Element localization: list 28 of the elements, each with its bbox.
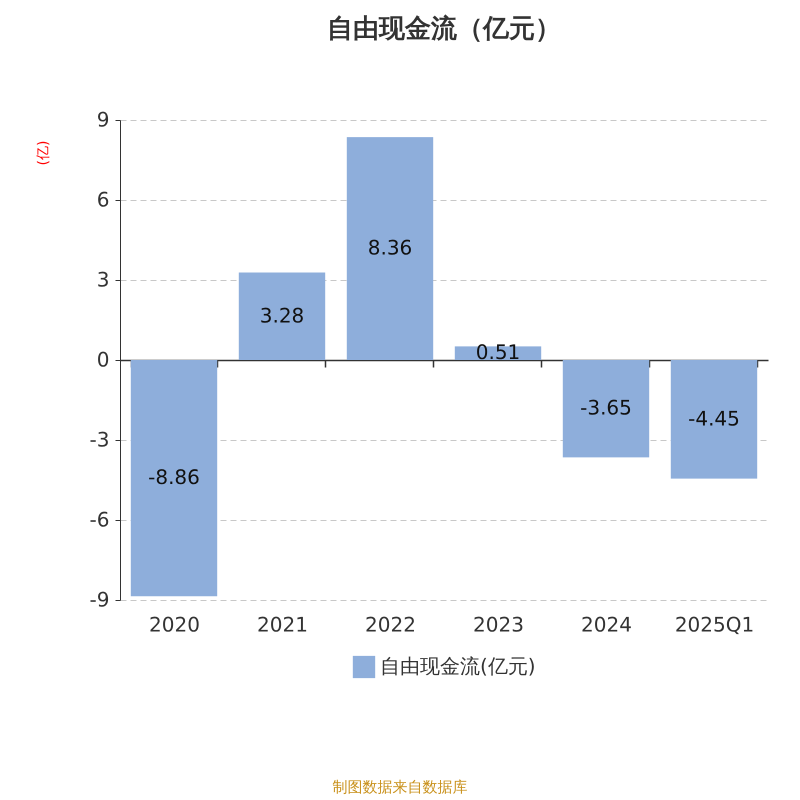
bar <box>346 137 434 360</box>
data-label: -8.86 <box>148 465 200 490</box>
bar <box>130 360 218 596</box>
bar <box>670 360 758 479</box>
x-tick-label: 2022 <box>365 612 416 636</box>
x-tick-label: 2020 <box>149 612 200 636</box>
x-tick-label: 2025Q1 <box>674 612 754 636</box>
x-tick-label: 2024 <box>581 612 632 636</box>
x-tick-label: 2021 <box>257 612 308 636</box>
y-axis-title: (亿) <box>36 140 52 166</box>
y-tick-label: 3 <box>96 268 110 292</box>
data-label: 0.51 <box>476 340 520 364</box>
bar <box>238 272 326 360</box>
data-label: -4.45 <box>688 406 740 430</box>
y-tick-label: -3 <box>90 428 110 452</box>
legend-label: 自由现金流(亿元) <box>380 654 536 678</box>
y-tick-label: 9 <box>96 108 110 132</box>
y-tick-label: -9 <box>90 588 110 612</box>
data-label: 8.36 <box>368 236 412 260</box>
bar <box>562 360 650 458</box>
y-tick-label: 0 <box>96 348 110 372</box>
chart-title: 自由现金流（亿元） <box>327 14 561 44</box>
x-tick-label: 2023 <box>473 612 524 636</box>
text: 制图数据来自数据库 <box>332 778 468 797</box>
y-tick-label: -6 <box>90 508 110 532</box>
y-tick-label: 6 <box>96 188 110 212</box>
data-label: 3.28 <box>260 303 304 328</box>
data-label: -3.65 <box>580 396 632 420</box>
